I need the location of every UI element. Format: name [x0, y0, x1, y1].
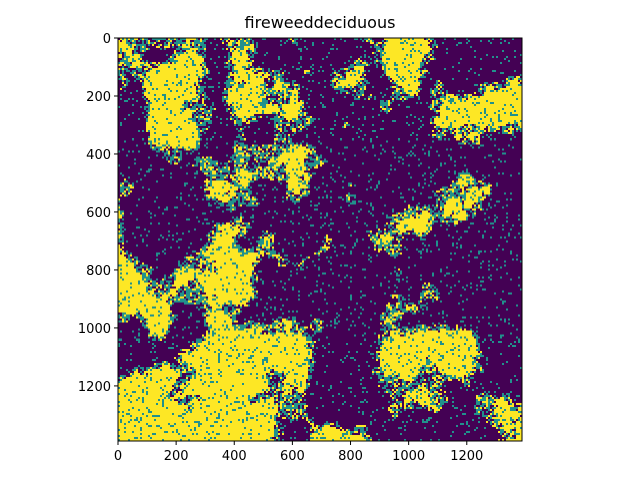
x-tick-label: 200: [164, 449, 189, 464]
y-tick-label: 0: [103, 32, 111, 47]
x-tick-label: 400: [222, 449, 247, 464]
plot-area: [118, 38, 522, 441]
x-tick-label: 1200: [450, 449, 483, 464]
y-tick-label: 600: [86, 206, 111, 221]
x-tick-label: 600: [280, 449, 305, 464]
heatmap-image: [118, 38, 522, 441]
y-tick-label: 800: [86, 264, 111, 279]
x-tick-label: 0: [114, 449, 122, 464]
y-axis: 0 200 400 600 800 1000 1200: [78, 32, 118, 395]
y-tick-label: 200: [86, 90, 111, 105]
x-tick-label: 800: [338, 449, 363, 464]
chart-title: fireweeddeciduous: [245, 13, 396, 32]
axes-frame: [117, 37, 523, 442]
x-axis: 0 200 400 600 800 1000 1200: [114, 441, 483, 464]
y-tick-label: 400: [86, 148, 111, 163]
y-tick-label: 1200: [78, 380, 111, 395]
x-tick-label: 1000: [392, 449, 425, 464]
y-tick-label: 1000: [78, 322, 111, 337]
